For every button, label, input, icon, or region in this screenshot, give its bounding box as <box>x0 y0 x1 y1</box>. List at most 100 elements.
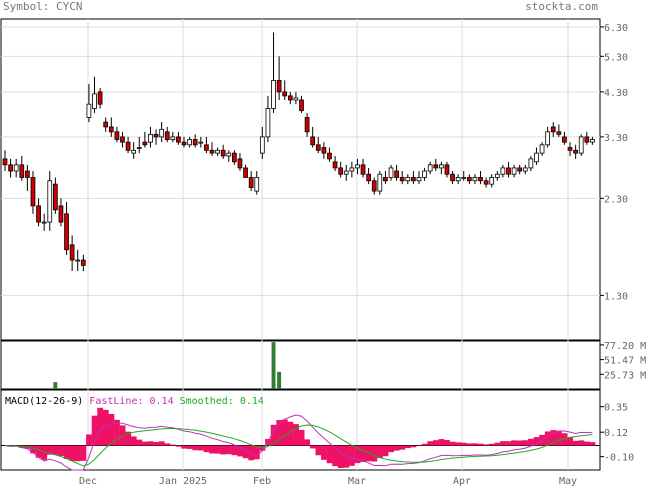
candle-body <box>282 91 288 97</box>
macd-histogram-bar <box>321 445 327 460</box>
candle-body <box>550 126 556 133</box>
candle-body <box>534 152 539 163</box>
macd-histogram-bar <box>69 445 76 462</box>
candle-body <box>75 259 81 262</box>
candle-body <box>259 136 265 154</box>
candle-body <box>455 177 461 182</box>
candle-body <box>187 139 192 146</box>
candle-body <box>254 177 260 192</box>
macd-histogram-bar <box>432 440 439 446</box>
macd-histogram-bar <box>220 445 227 455</box>
candle-body <box>343 170 349 175</box>
candle-body <box>125 141 131 151</box>
macd-histogram-bar <box>41 445 48 460</box>
macd-histogram-bar <box>52 445 59 455</box>
macd-histogram-bar <box>158 441 165 446</box>
price-tick-label: 5.30 <box>604 52 628 63</box>
candle-body <box>511 167 517 175</box>
macd-histogram-bar <box>382 445 389 457</box>
macd-histogram-bar <box>293 424 299 446</box>
candle-body <box>461 177 467 179</box>
macd-histogram-bar <box>175 445 182 447</box>
macd-histogram-bar <box>455 442 462 446</box>
macd-histogram-bar <box>108 413 115 446</box>
candle-body <box>58 205 64 223</box>
candle-body <box>360 164 366 175</box>
macd-histogram-bar <box>91 415 98 446</box>
candle-body <box>226 152 232 157</box>
macd-histogram-bar <box>281 419 288 446</box>
candle-body <box>478 177 483 182</box>
macd-histogram-bar <box>578 440 585 446</box>
macd-histogram-bar <box>248 445 255 461</box>
candle-body <box>13 164 19 172</box>
candle-body <box>416 177 422 182</box>
candle-body <box>192 139 198 146</box>
candle-body <box>69 244 75 261</box>
candle-body <box>8 164 13 172</box>
candle-body <box>198 141 204 144</box>
candle-body <box>338 167 344 175</box>
price-tick-label: 3.30 <box>604 133 628 144</box>
macd-smoothed-line <box>4 424 593 467</box>
macd-histogram-bar <box>438 439 445 446</box>
candle-body <box>47 180 53 223</box>
macd-histogram-bar <box>63 445 70 460</box>
macd-histogram-bar <box>315 445 322 456</box>
macd-legend: MACD(12-26-9) FastLine: 0.14 Smoothed: 0… <box>5 396 264 407</box>
macd-histogram-bar <box>567 437 574 446</box>
macd-histogram-bar <box>186 445 193 449</box>
candle-body <box>64 213 69 251</box>
candle-body <box>220 149 226 157</box>
macd-histogram-bar <box>225 445 232 455</box>
candle-body <box>584 136 590 143</box>
candle-body <box>528 158 534 169</box>
candle-body <box>450 173 455 182</box>
candle-body <box>41 221 47 224</box>
macd-histogram-bar <box>528 438 534 446</box>
macd-histogram-bar <box>550 430 557 446</box>
candle-body <box>97 91 103 105</box>
candle-body <box>276 80 282 93</box>
macd-histogram-bar <box>544 431 551 446</box>
macd-histogram-bar <box>516 440 523 446</box>
panel-frame-3 <box>0 389 601 471</box>
candle-body <box>483 180 489 185</box>
candle-body <box>349 167 355 172</box>
panel-frame-2 <box>0 340 601 390</box>
macd-histogram-bar <box>343 445 350 468</box>
candle-body <box>506 167 511 175</box>
candle-body <box>204 144 209 151</box>
candle-body <box>494 173 500 178</box>
candle-body <box>25 170 30 178</box>
symbol-label: Symbol: CYCN <box>3 0 83 13</box>
macd-histogram-bar <box>86 434 92 446</box>
price-tick-label: 1.30 <box>604 291 628 302</box>
macd-tick-label: 0.35 <box>604 403 628 414</box>
macd-histogram-bar <box>181 445 188 449</box>
macd-histogram-bar <box>46 445 53 455</box>
candle-body <box>472 177 478 182</box>
macd-histogram-bar <box>30 445 36 454</box>
macd-histogram-bar <box>421 443 428 446</box>
macd-histogram-bar <box>130 436 137 446</box>
candle-body <box>215 149 220 154</box>
macd-histogram-bar <box>522 440 529 446</box>
macd-histogram-bar <box>466 443 473 446</box>
site-label[interactable]: stockta.com <box>525 0 598 13</box>
candle-body <box>545 131 551 146</box>
macd-histogram-bar <box>198 445 204 451</box>
candle-body <box>181 141 187 146</box>
macd-histogram-bar <box>572 440 579 446</box>
macd-fastline <box>4 414 593 471</box>
macd-histogram-bar <box>360 445 367 462</box>
price-tick-label: 4.30 <box>604 88 628 99</box>
volume-tick-label: 25.73 M <box>604 370 646 381</box>
candle-body <box>131 149 137 154</box>
volume-tick-label: 51.47 M <box>604 356 646 367</box>
volume-bar <box>271 342 276 389</box>
candle-body <box>304 117 310 133</box>
macd-histogram-bar <box>192 445 199 451</box>
macd-histogram-bar <box>371 445 378 462</box>
